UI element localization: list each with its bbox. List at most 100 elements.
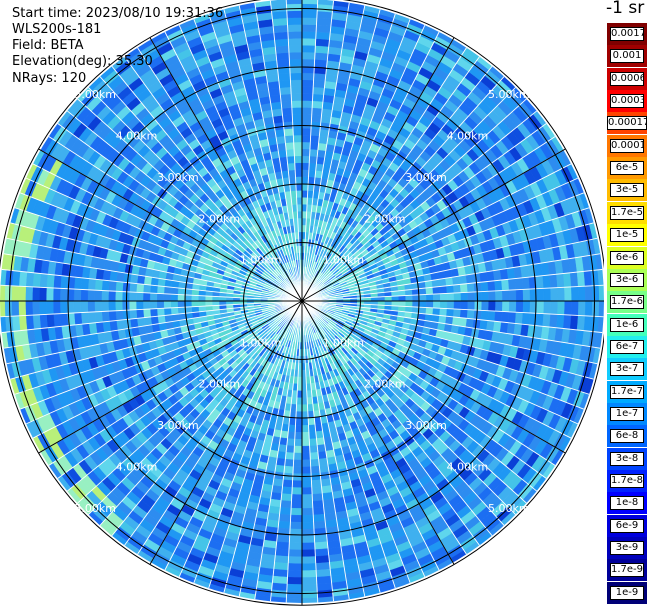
ppi-cell — [549, 274, 558, 289]
ppi-cell — [87, 278, 96, 291]
ppi-cell — [87, 289, 96, 302]
ppi-cell — [301, 494, 313, 502]
ppi-cell — [453, 300, 462, 310]
ppi-cell — [474, 291, 482, 302]
ppi-cell — [309, 155, 318, 164]
ppi-cell — [508, 300, 517, 313]
ppi-cell — [314, 541, 329, 550]
ppi-cell — [135, 300, 144, 310]
ppi-cell — [432, 293, 441, 302]
ppi-cell — [514, 277, 524, 290]
ppi-cell — [115, 300, 123, 311]
ppi-cell — [426, 293, 434, 302]
ppi-cell — [129, 282, 138, 293]
ppi-cell — [286, 590, 303, 599]
ppi-cell — [198, 295, 206, 302]
ppi-cell — [391, 295, 399, 302]
ppi-cell — [274, 555, 289, 564]
ppi-cell — [18, 300, 27, 317]
ppi-cell — [515, 300, 524, 313]
ppi-cell — [301, 141, 311, 150]
ppi-cell — [276, 534, 290, 543]
ppi-cell — [522, 300, 531, 314]
ppi-cell — [136, 283, 145, 293]
ppi-cell — [301, 155, 310, 164]
ppi-cell — [4, 300, 13, 317]
ppi-cell — [508, 278, 517, 291]
ppi-cell — [501, 279, 510, 291]
ppi-cell — [156, 300, 165, 309]
ppi-cell — [87, 300, 96, 313]
ppi-cell — [536, 288, 545, 302]
ppi-cell — [149, 284, 158, 294]
ppi-cell — [296, 404, 303, 412]
ppi-cell — [288, 542, 303, 551]
ppi-cell — [301, 487, 313, 495]
ppi-cell — [136, 274, 146, 285]
ppi-cell — [285, 452, 295, 461]
ppi-cell — [557, 287, 565, 302]
ppi-cell — [301, 397, 308, 405]
ppi-cell — [598, 300, 604, 318]
ppi-cell — [309, 148, 319, 157]
ppi-cell — [313, 513, 326, 523]
ppi-cell — [290, 501, 303, 509]
ppi-cell — [270, 589, 288, 599]
ppi-cell — [0, 284, 6, 302]
ppi-cell — [563, 314, 572, 330]
ppi-cell — [294, 431, 303, 440]
ppi-cell — [18, 271, 28, 287]
ppi-cell — [108, 300, 116, 312]
ppi-cell — [316, 10, 333, 20]
ppi-cell — [301, 549, 316, 558]
ppi-cell — [287, 570, 303, 578]
ppi-cell — [11, 315, 21, 332]
ppi-cell — [275, 541, 290, 550]
ppi-cell — [301, 438, 310, 447]
ppi-cell — [301, 197, 308, 205]
ppi-cell — [156, 285, 165, 294]
ppi-cell — [301, 445, 311, 454]
ppi-cell — [502, 300, 510, 313]
ppi-cell — [39, 314, 48, 329]
ppi-cell — [177, 300, 185, 308]
ppi-cell — [502, 289, 510, 302]
ppi-cell — [293, 459, 303, 468]
ppi-cell — [274, 464, 285, 474]
ppi-cell — [293, 452, 303, 461]
ppi-cell — [535, 313, 544, 327]
ppi-cell — [94, 279, 103, 291]
ppi-cell — [295, 418, 303, 426]
ppi-cell — [569, 271, 579, 288]
ppi-cell — [458, 317, 468, 328]
ppi-cell — [80, 312, 90, 325]
ppi-cell — [0, 300, 6, 318]
ppi-cell — [315, 31, 331, 40]
ppi-cell — [296, 397, 303, 405]
ppi-cell — [282, 472, 294, 481]
ppi-cell — [80, 289, 89, 302]
ppi-cell — [311, 479, 322, 488]
ppi-cell — [563, 272, 572, 288]
ppi-cell — [32, 314, 41, 330]
ppi-cell — [301, 590, 318, 599]
ppi-cell — [4, 269, 14, 287]
ppi-data-cells — [0, 0, 604, 603]
ppi-cell — [4, 285, 13, 302]
ppi-cell — [316, 582, 333, 592]
ppi-cell — [301, 521, 315, 530]
ppi-cell — [514, 312, 524, 325]
ppi-cell — [272, 568, 289, 578]
ppi-cell — [508, 311, 517, 324]
ppi-cell — [481, 291, 489, 302]
ppi-cell — [288, 424, 296, 433]
ppi-cell — [73, 312, 83, 326]
ppi-cell — [301, 431, 310, 440]
ppi-cell — [301, 127, 312, 136]
ppi-cell — [25, 286, 33, 302]
ppi-cell — [289, 521, 303, 530]
ppi-cell — [536, 300, 545, 314]
ppi-cell — [128, 291, 137, 302]
ppi-cell — [135, 292, 144, 302]
